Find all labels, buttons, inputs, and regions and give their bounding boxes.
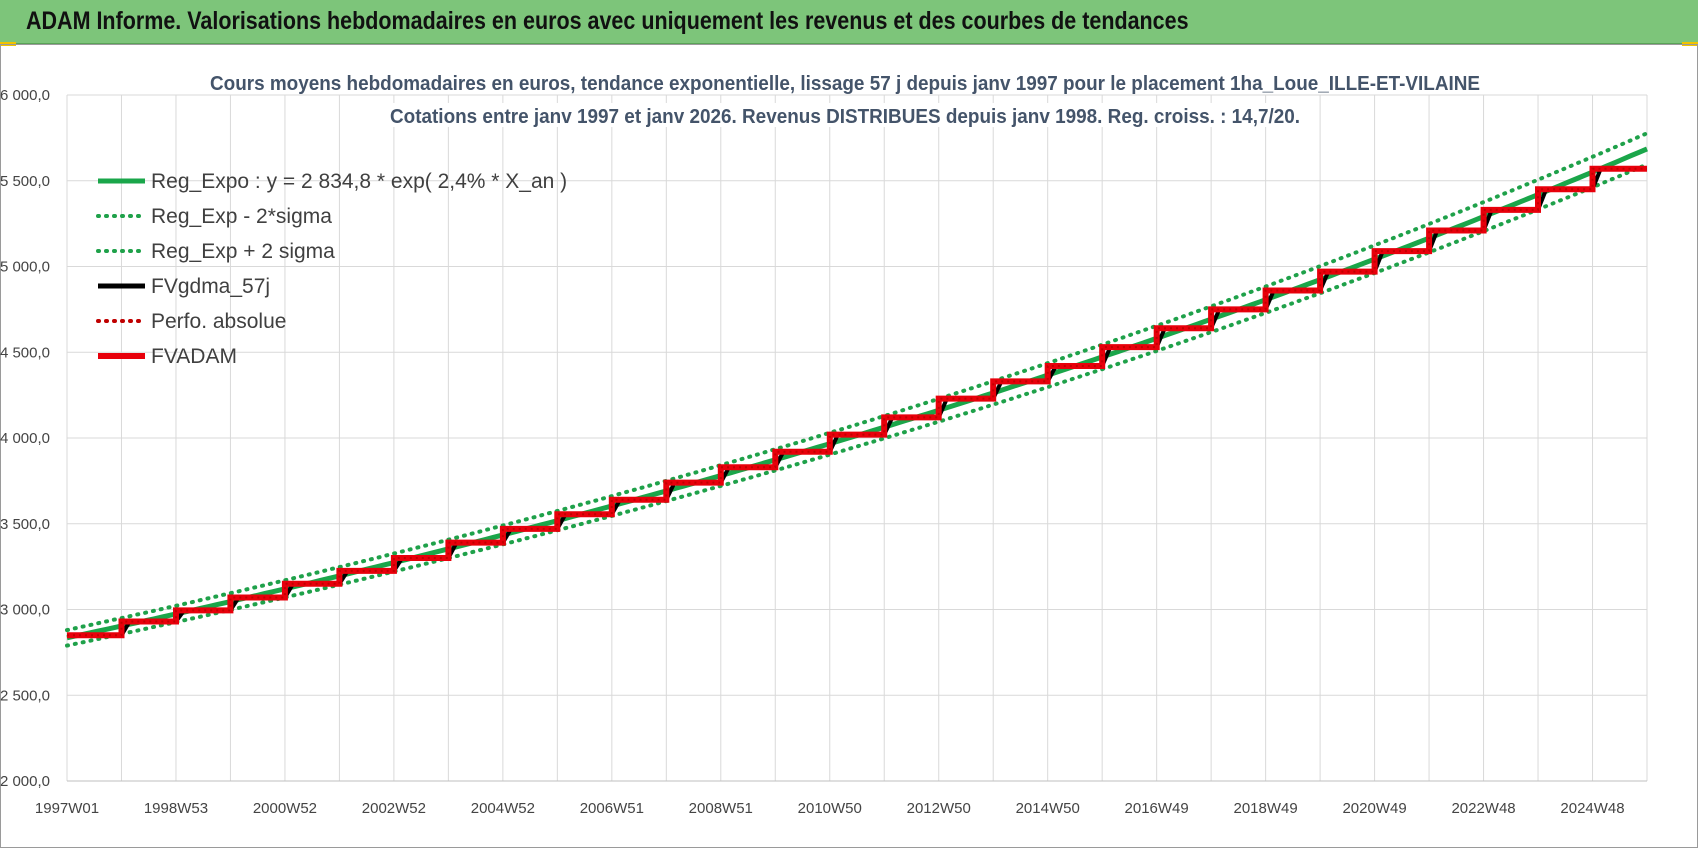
- legend-label: Perfo. absolue: [151, 310, 286, 333]
- banner-title: ADAM Informe. Valorisations hebdomadaire…: [26, 7, 1189, 35]
- x-tick-label: 2014W50: [1016, 800, 1080, 817]
- x-tick-label: 1998W53: [144, 800, 208, 817]
- reg-exp-plus-2sigma-line: [65, 131, 1649, 633]
- chart-title: Cours moyens hebdomadaires en euros, ten…: [208, 70, 1482, 128]
- x-tick-label: 2010W50: [798, 800, 862, 817]
- title-line2-bg: [388, 103, 1302, 127]
- y-tick-label: 2 000,0: [0, 773, 50, 790]
- y-tick-label: 3 000,0: [0, 602, 50, 619]
- x-tick-label: 2024W48: [1560, 800, 1624, 817]
- x-tick-label: 1997W01: [35, 800, 99, 817]
- x-tick-label: 2006W51: [580, 800, 644, 817]
- y-axis-ticks: 2 000,0 2 500,0 3 000,0 3 500,0 4 000,0 4 500…: [0, 87, 50, 790]
- y-tick-label: 2 500,0: [0, 687, 50, 704]
- y-tick-label: 5 000,0: [0, 259, 50, 276]
- title-line-2: Cotations entre janv 1997 et janv 2026. …: [390, 106, 1300, 128]
- x-tick-label: 2002W52: [362, 800, 426, 817]
- header-banner: ADAM Informe. Valorisations hebdomadaire…: [0, 0, 1698, 44]
- x-tick-label: 2004W52: [471, 800, 535, 817]
- reg-exp-minus-2sigma-line: [65, 162, 1649, 648]
- legend-label: FVgdma_57j: [151, 275, 270, 298]
- x-tick-label: 2008W51: [689, 800, 753, 817]
- grid: [66, 94, 1648, 782]
- legend-item: Reg_Exp - 2*sigma: [96, 205, 332, 228]
- legend: Reg_Expo : y = 2 834,8 * exp( 2,4% * X_a…: [96, 170, 567, 368]
- x-tick-label: 2022W48: [1451, 800, 1515, 817]
- x-tick-label: 2016W49: [1125, 800, 1189, 817]
- x-tick-label: 2018W49: [1234, 800, 1298, 817]
- y-tick-label: 3 500,0: [0, 516, 50, 533]
- legend-item: FVgdma_57j: [98, 275, 270, 298]
- x-tick-label: 2000W52: [253, 800, 317, 817]
- legend-label: Reg_Expo : y = 2 834,8 * exp( 2,4% * X_a…: [151, 170, 567, 193]
- y-tick-label: 4 000,0: [0, 430, 50, 447]
- legend-item: Reg_Exp + 2 sigma: [96, 240, 335, 263]
- x-tick-label: 2012W50: [907, 800, 971, 817]
- legend-item: Perfo. absolue: [96, 310, 286, 333]
- legend-label: Reg_Exp - 2*sigma: [151, 205, 332, 228]
- legend-label: Reg_Exp + 2 sigma: [151, 240, 335, 263]
- title-line1-bg: [208, 70, 1482, 94]
- title-line-1: Cours moyens hebdomadaires en euros, ten…: [210, 73, 1480, 95]
- series: [65, 131, 1649, 648]
- y-tick-label: 5 500,0: [0, 173, 50, 190]
- fvgdma-57j-line: [67, 166, 1647, 638]
- perfo-absolue-line: [67, 167, 1647, 637]
- legend-item: Reg_Expo : y = 2 834,8 * exp( 2,4% * X_a…: [98, 170, 567, 193]
- y-tick-label: 6 000,0: [0, 87, 50, 104]
- y-tick-label: 4 500,0: [0, 344, 50, 361]
- x-tick-label: 2020W49: [1342, 800, 1406, 817]
- legend-item: FVADAM: [98, 345, 237, 368]
- legend-label: FVADAM: [151, 345, 237, 368]
- x-axis-ticks: 1997W01 1998W53 2000W52 2002W52 2004W52 2006W…: [35, 800, 1625, 817]
- fvadam-line: [67, 165, 1647, 639]
